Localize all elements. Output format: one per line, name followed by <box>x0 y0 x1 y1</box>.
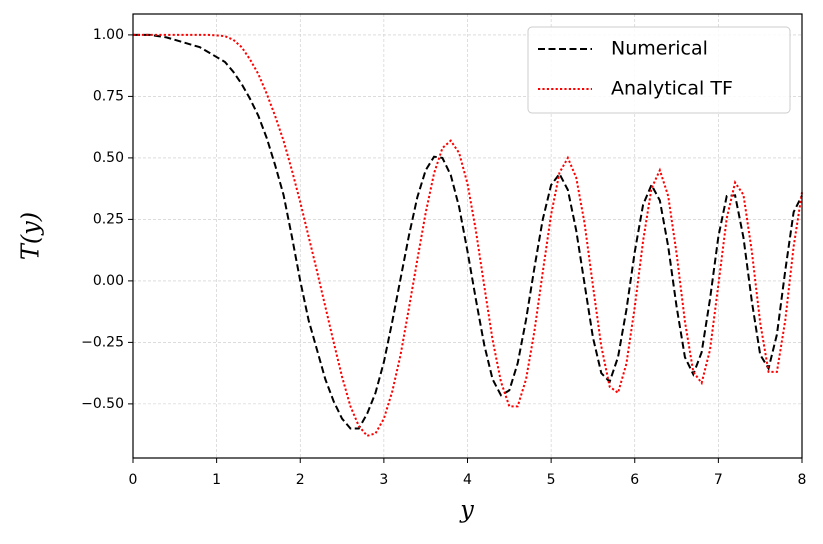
x-tick-label: 3 <box>379 472 388 488</box>
legend-label: Numerical <box>611 38 708 60</box>
y-tick-label: 0.75 <box>93 88 124 104</box>
y-tick-label: −0.50 <box>81 396 124 412</box>
x-tick-label: 0 <box>129 472 138 488</box>
ticks: 0 1 2 3 4 5 6 7 8 −0.50 −0.25 0.00 0.25 0.50 0.75 1.00 <box>81 27 806 488</box>
x-tick-label: 8 <box>798 472 807 488</box>
x-axis-label: y <box>459 496 474 524</box>
y-tick-label: 0.25 <box>93 211 124 227</box>
legend-box <box>527 26 791 114</box>
line-series <box>133 33 803 438</box>
y-tick-label: −0.25 <box>81 334 124 350</box>
x-tick-label: 5 <box>547 472 556 488</box>
legend: Numerical Analytical TF <box>527 26 791 114</box>
y-tick-label: 0.00 <box>93 273 124 289</box>
series-layer <box>133 33 803 438</box>
y-axis-label: T(y) <box>17 212 45 260</box>
x-tick-label: 7 <box>714 472 723 488</box>
y-tick-label: 1.00 <box>93 27 124 43</box>
legend-label: Analytical TF <box>611 78 733 100</box>
line-series <box>133 33 803 430</box>
x-tick-label: 1 <box>212 472 221 488</box>
x-tick-label: 6 <box>630 472 639 488</box>
y-tick-label: 0.50 <box>93 150 124 166</box>
x-tick-label: 2 <box>296 472 305 488</box>
x-tick-label: 4 <box>463 472 472 488</box>
